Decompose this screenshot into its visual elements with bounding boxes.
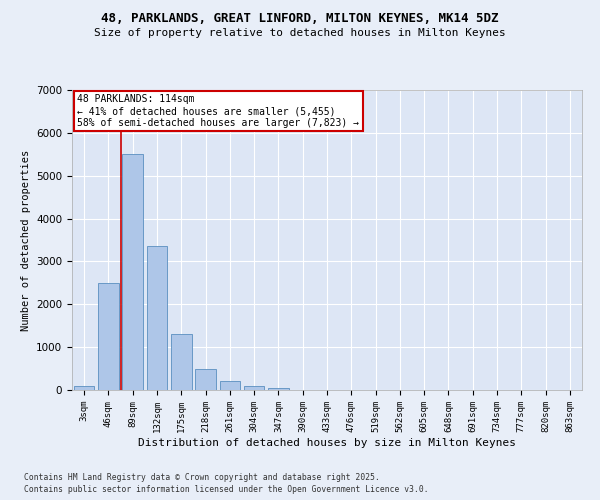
Bar <box>98 283 119 390</box>
Bar <box>195 369 216 390</box>
Text: 48 PARKLANDS: 114sqm
← 41% of detached houses are smaller (5,455)
58% of semi-de: 48 PARKLANDS: 114sqm ← 41% of detached h… <box>77 94 359 128</box>
Text: Contains public sector information licensed under the Open Government Licence v3: Contains public sector information licen… <box>24 485 428 494</box>
Bar <box>268 388 289 390</box>
Bar <box>244 386 265 390</box>
Bar <box>122 154 143 390</box>
Text: Size of property relative to detached houses in Milton Keynes: Size of property relative to detached ho… <box>94 28 506 38</box>
X-axis label: Distribution of detached houses by size in Milton Keynes: Distribution of detached houses by size … <box>138 438 516 448</box>
Bar <box>220 380 240 390</box>
Text: Contains HM Land Registry data © Crown copyright and database right 2025.: Contains HM Land Registry data © Crown c… <box>24 472 380 482</box>
Y-axis label: Number of detached properties: Number of detached properties <box>20 150 31 330</box>
Bar <box>74 386 94 390</box>
Bar <box>171 334 191 390</box>
Text: 48, PARKLANDS, GREAT LINFORD, MILTON KEYNES, MK14 5DZ: 48, PARKLANDS, GREAT LINFORD, MILTON KEY… <box>101 12 499 26</box>
Bar <box>146 246 167 390</box>
